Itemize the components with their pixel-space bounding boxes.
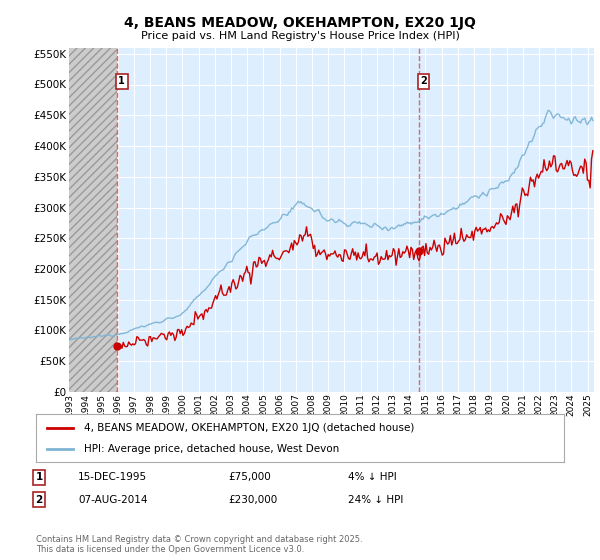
Text: Contains HM Land Registry data © Crown copyright and database right 2025.
This d: Contains HM Land Registry data © Crown c… (36, 535, 362, 554)
Text: £230,000: £230,000 (228, 494, 277, 505)
Text: 4, BEANS MEADOW, OKEHAMPTON, EX20 1JQ (detached house): 4, BEANS MEADOW, OKEHAMPTON, EX20 1JQ (d… (83, 423, 414, 433)
Text: 15-DEC-1995: 15-DEC-1995 (78, 472, 147, 482)
Text: 1: 1 (118, 76, 125, 86)
Text: 07-AUG-2014: 07-AUG-2014 (78, 494, 148, 505)
Text: 2: 2 (35, 494, 43, 505)
Text: 1: 1 (35, 472, 43, 482)
Text: HPI: Average price, detached house, West Devon: HPI: Average price, detached house, West… (83, 444, 339, 454)
Text: 24% ↓ HPI: 24% ↓ HPI (348, 494, 403, 505)
Text: 4% ↓ HPI: 4% ↓ HPI (348, 472, 397, 482)
Text: £75,000: £75,000 (228, 472, 271, 482)
Bar (69, 48, 117, 392)
Text: 2: 2 (420, 76, 427, 86)
Text: 4, BEANS MEADOW, OKEHAMPTON, EX20 1JQ: 4, BEANS MEADOW, OKEHAMPTON, EX20 1JQ (124, 16, 476, 30)
Text: Price paid vs. HM Land Registry's House Price Index (HPI): Price paid vs. HM Land Registry's House … (140, 31, 460, 41)
